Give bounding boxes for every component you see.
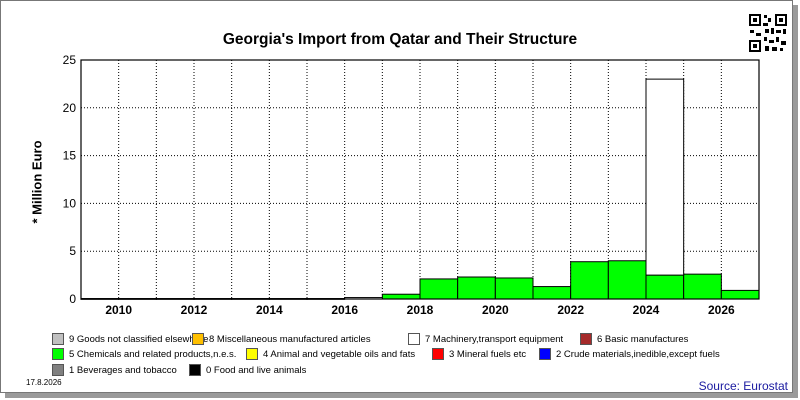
legend-swatch [246, 348, 258, 360]
report-date: 17.8.2026 [26, 378, 62, 387]
y-tick-label: 0 [69, 292, 76, 306]
legend-swatch [52, 333, 64, 345]
x-tick-label: 2012 [181, 303, 208, 317]
legend-label: 4 Animal and vegetable oils and fats [263, 349, 416, 360]
x-tick-label: 2026 [708, 303, 735, 317]
legend-label: 2 Crude materials,inedible,except fuels [556, 349, 720, 360]
bar-segment [457, 276, 496, 300]
bar-segment [683, 273, 722, 300]
y-tick-label: 5 [69, 244, 76, 258]
chart-title: Georgia's Import from Qatar and Their St… [222, 31, 578, 48]
legend-label: 7 Machinery,transport equipment [425, 334, 564, 345]
x-tick-label: 2022 [557, 303, 584, 317]
legend-swatch [52, 348, 64, 360]
bar-segment [494, 277, 534, 300]
bar-segment [607, 260, 647, 300]
bar-segment [570, 261, 609, 300]
legend-label: 8 Miscellaneous manufactured articles [209, 334, 371, 345]
legend-swatch [408, 333, 420, 345]
bar-segment [532, 286, 572, 300]
x-tick-label: 2024 [633, 303, 660, 317]
legend-label: 5 Chemicals and related products,n.e.s. [69, 349, 237, 360]
legend-swatch [52, 364, 64, 376]
x-tick-label: 2020 [482, 303, 509, 317]
x-tick-label: 2010 [105, 303, 132, 317]
plot-border [80, 59, 760, 300]
y-tick-label: 25 [63, 53, 77, 67]
bar-segment [381, 293, 421, 300]
x-tick-label: 2016 [331, 303, 358, 317]
y-tick-label: 10 [63, 196, 77, 210]
legend-swatch [432, 348, 444, 360]
y-tick-label: 15 [63, 149, 77, 163]
bar-segment [419, 278, 459, 300]
legend-swatch [580, 333, 592, 345]
legend-label: 9 Goods not classified elsewhere [69, 334, 209, 345]
bar-segment [645, 78, 685, 276]
legend-label: 0 Food and live animals [206, 365, 307, 376]
bar-segment [645, 274, 685, 300]
legend-label: 6 Basic manufactures [597, 334, 689, 345]
legend-label: 3 Mineral fuels etc [449, 349, 527, 360]
source-credit: Source: Eurostat [698, 379, 788, 393]
y-tick-label: 20 [63, 101, 77, 115]
legend-swatch [539, 348, 551, 360]
legend-label: 1 Beverages and tobacco [69, 365, 177, 376]
x-tick-label: 2018 [407, 303, 434, 317]
legend-swatch [192, 333, 204, 345]
legend-swatch [189, 364, 201, 376]
qr-code-icon [748, 13, 788, 53]
x-tick-label: 2014 [256, 303, 283, 317]
bar-segment [720, 289, 760, 300]
